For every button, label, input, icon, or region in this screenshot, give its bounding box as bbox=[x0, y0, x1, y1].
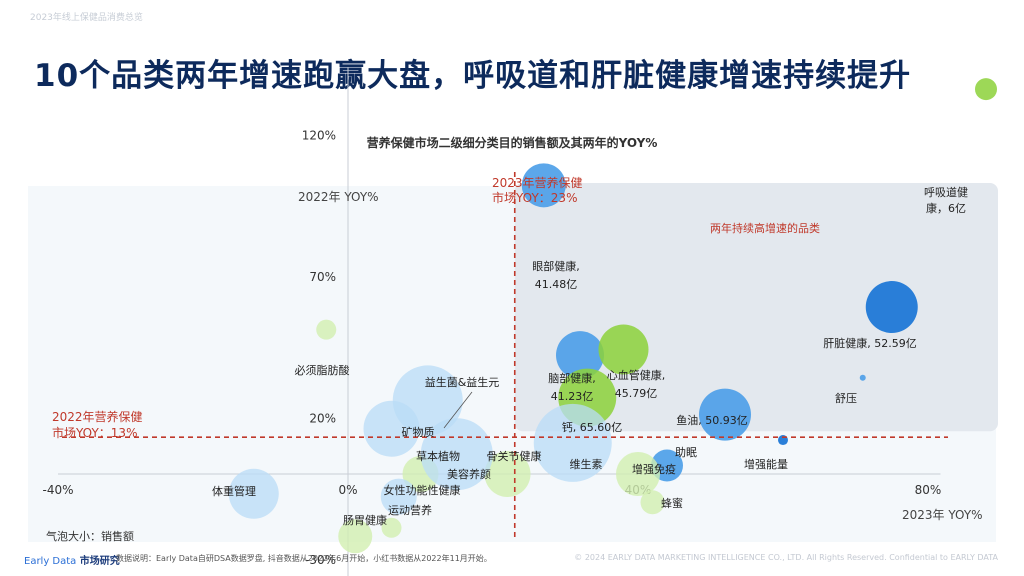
bubble bbox=[363, 400, 420, 457]
data-label: 增强免疫 bbox=[632, 462, 676, 476]
data-label: 维生素 bbox=[570, 457, 603, 471]
x-tick-label: 0% bbox=[338, 483, 357, 497]
copyright: © 2024 EARLY DATA MARKETING INTELLIGENCE… bbox=[574, 553, 998, 562]
label-leader-line bbox=[443, 391, 473, 429]
high-growth-region-label: 两年持续高增速的品类 bbox=[710, 221, 820, 235]
brand-logo: Early Data 市场研究 bbox=[24, 556, 120, 567]
y-tick-label: 120% bbox=[302, 128, 336, 142]
data-label: 草本植物 bbox=[416, 449, 460, 463]
bubble bbox=[228, 468, 279, 519]
data-label: 运动营养 bbox=[388, 503, 432, 517]
bubble bbox=[865, 281, 918, 334]
data-label: 矿物质 bbox=[402, 425, 435, 439]
ref-label-2022-line1: 2022年营养保健 bbox=[52, 409, 143, 424]
bubble bbox=[316, 319, 337, 340]
data-label: 肠胃健康 bbox=[343, 513, 387, 527]
chart-title: 营养保健市场二级细分类目的销售额及其两年的YOY% bbox=[366, 136, 658, 150]
bubble bbox=[484, 451, 531, 497]
data-label: 益生菌&益生元 bbox=[425, 375, 500, 389]
data-label: 心血管健康, bbox=[607, 368, 666, 382]
data-label: 钙, 65.60亿 bbox=[562, 420, 622, 434]
bubble bbox=[699, 388, 751, 441]
data-source-note: 数据说明：Early Data自研DSA数据罗盘, 抖音数据从2022年6月开始… bbox=[116, 554, 492, 563]
bubble bbox=[556, 331, 604, 380]
data-label: 增强能量 bbox=[744, 457, 788, 471]
data-label: 45.79亿 bbox=[615, 387, 658, 400]
data-label: 助眠 bbox=[675, 445, 697, 459]
bubble bbox=[380, 478, 417, 515]
data-label: 美容养颜 bbox=[447, 467, 491, 481]
data-label: 眼部健康, bbox=[532, 259, 580, 273]
page-title: 10个品类两年增速跑赢大盘，呼吸道和肝脏健康增速持续提升 bbox=[34, 58, 912, 94]
bubble bbox=[640, 490, 665, 515]
size-legend: 气泡大小：销售额 bbox=[46, 529, 134, 543]
data-label: 康，6亿 bbox=[926, 201, 966, 215]
header-small-title: 2023年线上保健品消费总览 bbox=[30, 13, 143, 23]
bubble bbox=[975, 78, 997, 101]
ref-label-2023-line2: 市场YOY：23% bbox=[492, 190, 577, 205]
y-tick-label: 20% bbox=[309, 411, 336, 425]
bubble bbox=[381, 517, 402, 538]
bubble bbox=[521, 163, 566, 208]
data-label: 骨关节健康 bbox=[487, 449, 542, 463]
data-label: 脑部健康, bbox=[548, 371, 596, 385]
ref-label-2023-line1: 2023年营养保健 bbox=[492, 175, 583, 190]
y-axis-title: 2022年 YOY% bbox=[298, 190, 379, 204]
data-label: 女性功能性健康 bbox=[384, 483, 461, 497]
data-label: 必须脂肪酸 bbox=[295, 363, 350, 377]
y-tick-label: -30% bbox=[305, 553, 336, 567]
data-label: 41.23亿 bbox=[551, 390, 594, 403]
bubble bbox=[616, 452, 660, 496]
bubble bbox=[859, 374, 866, 381]
data-label: 体重管理 bbox=[212, 484, 256, 498]
x-tick-label: 80% bbox=[915, 483, 942, 497]
data-label: 蜂蜜 bbox=[661, 496, 683, 510]
x-axis-title: 2023年 YOY% bbox=[902, 508, 983, 522]
data-label: 肝脏健康, 52.59亿 bbox=[823, 336, 916, 350]
data-label: 鱼油, 50.93亿 bbox=[676, 413, 747, 427]
x-tick-label: -40% bbox=[42, 483, 73, 497]
bubble bbox=[338, 519, 373, 554]
data-label: 41.48亿 bbox=[535, 278, 578, 291]
bubble bbox=[420, 418, 493, 491]
data-label: 呼吸道健 bbox=[924, 185, 968, 199]
bubble bbox=[533, 403, 612, 482]
ref-label-2022-line2: 市场YOY：13% bbox=[52, 425, 137, 440]
bubble bbox=[598, 324, 649, 375]
y-tick-label: 70% bbox=[309, 270, 336, 284]
data-label: 舒压 bbox=[835, 391, 857, 405]
footer: Early Data 市场研究 数据说明：Early Data自研DSA数据罗盘… bbox=[0, 546, 1024, 576]
